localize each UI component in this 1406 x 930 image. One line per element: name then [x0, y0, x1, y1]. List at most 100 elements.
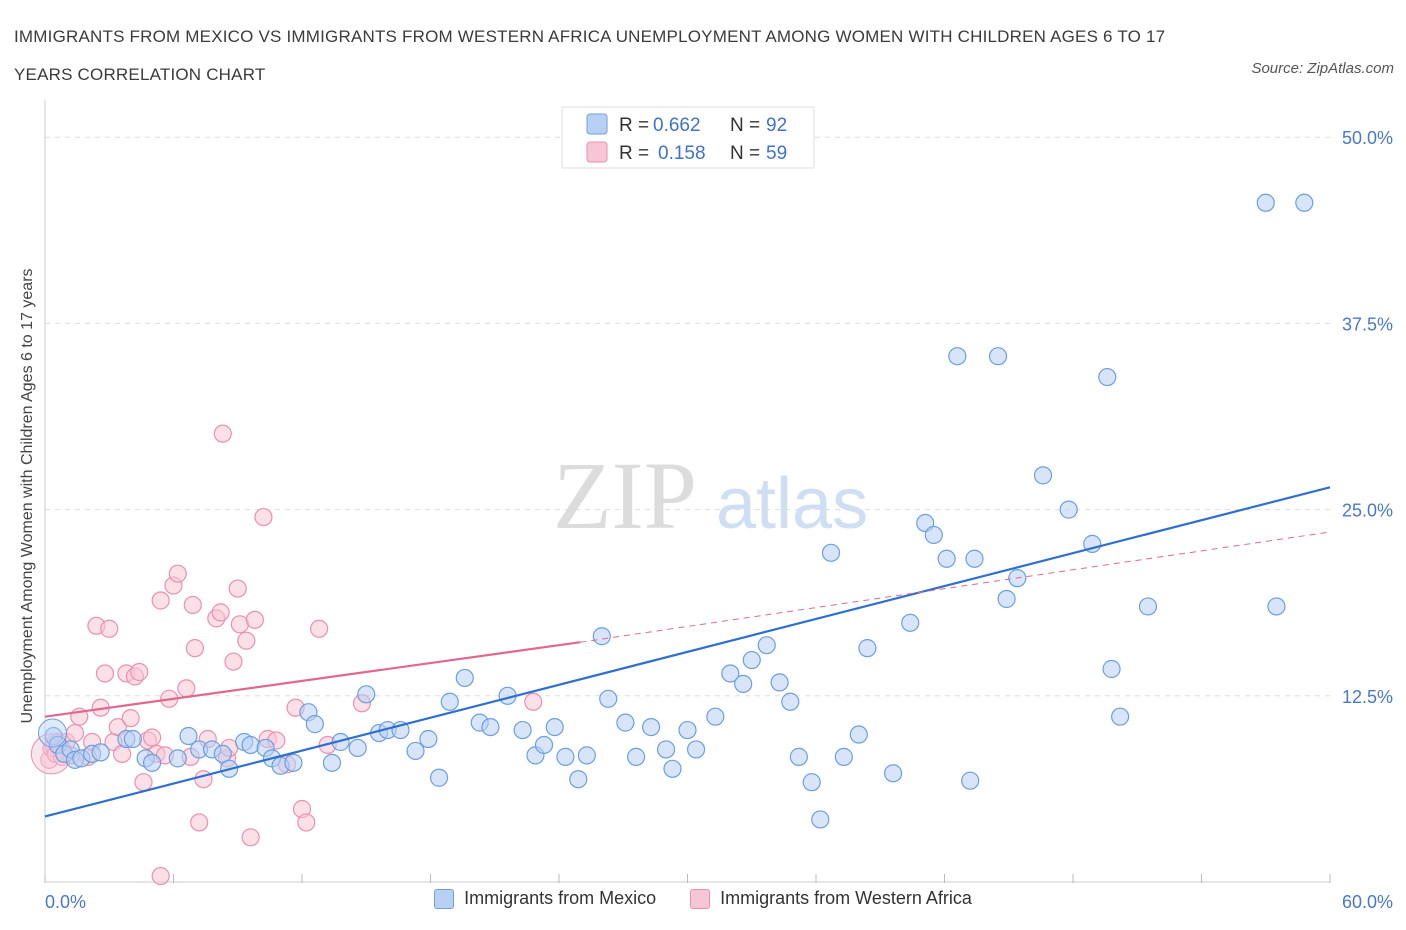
grid-lines: [45, 136, 1330, 697]
y-tick-label-0: 12.5%: [1342, 687, 1393, 707]
tick-labels: 12.5% 25.0% 37.5% 50.0% 0.0% 60.0%: [45, 128, 1393, 912]
legend-item-wafrica: Immigrants from Western Africa: [690, 888, 972, 909]
mexico-point-35: [429, 768, 449, 787]
mexico-point-43: [534, 735, 554, 755]
mexico-point-74: [924, 525, 943, 545]
mexico-point-68: [834, 747, 853, 766]
legend-n-value-mexico: 92: [766, 115, 787, 136]
mexico-point-90: [1267, 597, 1286, 616]
mexico-point-45: [556, 747, 575, 766]
mexico-point-48: [592, 627, 611, 646]
mexico-point-59: [734, 674, 753, 693]
series-mexico-points: [37, 193, 1314, 829]
mexico-point-83: [1059, 500, 1078, 519]
mexico-point-89: [1256, 193, 1275, 212]
y-tick-label-1: 25.0%: [1342, 501, 1393, 521]
wafrica-point-57: [310, 619, 329, 638]
mexico-point-72: [901, 613, 920, 632]
legend-bottom-label-wafrica: Immigrants from Western Africa: [720, 888, 972, 908]
wafrica-point-50: [254, 507, 273, 527]
wafrica-point-15: [100, 619, 119, 638]
mexico-point-63: [781, 692, 800, 711]
legend-swatch-wafrica: [586, 141, 608, 163]
wafrica-point-60: [524, 692, 543, 711]
mexico-point-85: [1098, 367, 1117, 387]
legend-top: R = 0.662 N = 92 R = 0.158 N = 59: [561, 106, 815, 169]
wafrica-point-23: [134, 773, 153, 792]
mexico-point-47: [577, 746, 596, 765]
mexico-point-39: [481, 717, 500, 737]
chart-title: IMMIGRANTS FROM MEXICO VS IMMIGRANTS FRO…: [14, 27, 1166, 84]
wafrica-point-35: [185, 639, 205, 658]
mexico-point-9: [123, 729, 142, 749]
mexico-point-55: [678, 720, 697, 740]
legend-n-label-wafrica: N =: [730, 143, 760, 164]
mexico-point-19: [241, 735, 260, 755]
mexico-point-69: [849, 725, 868, 744]
mexico-point-34: [419, 729, 438, 749]
mexico-point-62: [770, 673, 789, 692]
mexico-point-67: [821, 543, 841, 562]
mexico-point-50: [616, 713, 635, 732]
mexico-point-54: [663, 759, 682, 778]
y-tick-label-2: 37.5%: [1342, 314, 1393, 334]
mexico-point-53: [656, 740, 676, 759]
mexico-point-56: [686, 740, 706, 759]
wafrica-point-61: [151, 866, 170, 886]
trend-line-mexico: [44, 486, 1331, 818]
wafrica-point-56: [297, 813, 316, 832]
legend-r-label-wafrica: R =: [619, 143, 649, 164]
wafrica-point-34: [183, 595, 202, 615]
y-tick-label-3: 50.0%: [1342, 128, 1393, 148]
mexico-point-12: [168, 749, 187, 768]
legend-bottom-swatch-wafrica: [690, 888, 711, 909]
legend-swatch-mexico: [586, 113, 608, 135]
x-tick-label-1: 60.0%: [1342, 892, 1393, 912]
mexico-point-28: [348, 738, 367, 758]
wafrica-point-45: [228, 579, 247, 598]
mexico-point-23: [284, 753, 303, 772]
legend-r-label-mexico: R =: [619, 115, 649, 136]
mexico-point-91: [1295, 193, 1314, 212]
mexico-point-66: [811, 810, 830, 829]
trend-line-wafrica-extension: [580, 531, 1331, 643]
mexico-point-7: [91, 743, 110, 762]
legend-n-label-mexico: N =: [730, 115, 760, 136]
mexico-point-82: [1033, 466, 1053, 485]
mexico-point-37: [455, 668, 474, 688]
mexico-point-71: [883, 764, 903, 783]
mexico-point-88: [1138, 597, 1158, 616]
mexico-point-52: [641, 717, 661, 737]
mexico-point-26: [322, 753, 342, 772]
mexico-point-44: [545, 717, 564, 737]
mexico-point-70: [858, 639, 877, 658]
wafrica-point-8: [65, 723, 85, 743]
mexico-point-87: [1111, 707, 1130, 726]
wafrica-point-31: [168, 564, 187, 583]
mexico-point-51: [626, 747, 646, 766]
mexico-point-58: [721, 664, 740, 683]
mexico-point-13: [179, 726, 198, 746]
mexico-point-76: [948, 347, 967, 366]
mexico-point-25: [305, 715, 324, 734]
mexico-point-41: [513, 720, 532, 740]
series-western-africa-points: [30, 424, 543, 886]
wafrica-point-46: [230, 615, 249, 634]
x-tick-label-0: 0.0%: [45, 892, 86, 912]
mexico-point-33: [406, 741, 425, 761]
source-label: Source: ZipAtlas.com: [1251, 60, 1394, 77]
mexico-point-86: [1102, 659, 1121, 679]
mexico-point-29: [357, 685, 376, 704]
wafrica-point-22: [130, 662, 149, 682]
wafrica-point-48: [241, 828, 260, 847]
mexico-point-79: [988, 347, 1008, 366]
mexico-point-61: [757, 636, 776, 655]
legend-bottom-label-mexico: Immigrants from Mexico: [464, 888, 657, 908]
legend-n-value-wafrica: 59: [766, 143, 787, 164]
mexico-point-64: [789, 747, 808, 766]
wafrica-point-47: [237, 631, 256, 650]
watermark-zip: ZIP: [553, 442, 697, 549]
mexico-point-75: [937, 549, 956, 568]
